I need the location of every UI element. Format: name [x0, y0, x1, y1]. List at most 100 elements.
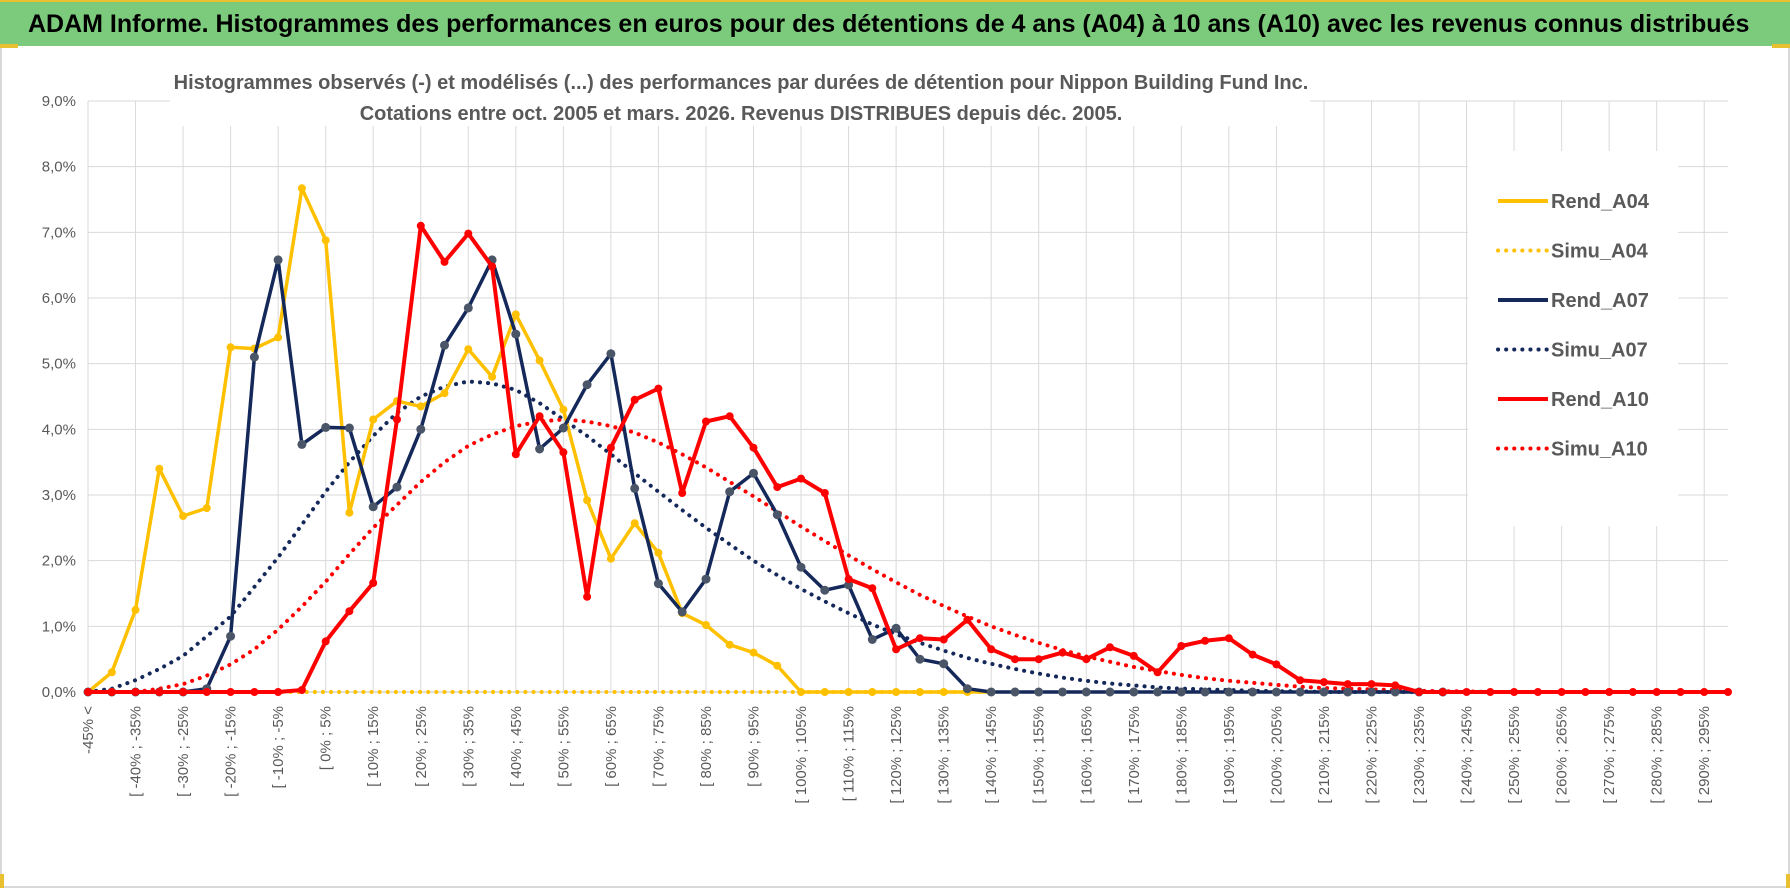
rend-a10-point [297, 686, 306, 694]
x-tick-label: [ 260% ; 265% [1554, 706, 1571, 804]
rend-a07-point [1390, 687, 1400, 697]
rend-a10-point [583, 592, 592, 601]
rend-a04-point [773, 661, 782, 670]
rend-a07-point [962, 684, 972, 694]
rend-a07-point [321, 422, 331, 432]
rend-a04-point [202, 504, 211, 513]
y-tick-label: 2,0% [42, 553, 76, 570]
rend-a07-point [820, 585, 830, 595]
x-tick-label: -45% < [80, 706, 97, 754]
rend-a10-point [1129, 651, 1138, 660]
y-tick-label: 4,0% [42, 421, 76, 438]
rend-a10-point [773, 483, 782, 492]
rend-a10-point [1224, 634, 1233, 643]
y-tick-label: 8,0% [42, 159, 76, 176]
x-tick-label: [ -20% ; -15% [223, 706, 240, 797]
legend-label-rend-a07: Rend_A07 [1551, 290, 1649, 312]
rend-a04-point [131, 605, 140, 614]
rend-a10-point [1367, 680, 1376, 689]
rend-a10-point [987, 645, 996, 654]
rend-a10-point [345, 607, 354, 616]
rend-a10-line [86, 223, 1730, 694]
rend-a10-point [464, 229, 473, 238]
rend-a04-point [797, 688, 805, 696]
x-tick-label: [ 110% ; 115% [841, 706, 858, 801]
rend-a04-point [844, 688, 853, 696]
rend-a10-point [1652, 688, 1661, 696]
rend-a10-point [1106, 643, 1114, 652]
rend-a10-point [868, 584, 877, 593]
rend-a10-point [1011, 655, 1019, 664]
rend-a10-point [1034, 655, 1043, 664]
simu-a07-line [86, 379, 1730, 694]
rend-a07-point [677, 607, 687, 617]
series-layer [83, 184, 1732, 697]
rend-a10-point [1272, 660, 1281, 669]
rend-a10-point [939, 635, 948, 644]
x-tick-label: [ 240% ; 245% [1459, 706, 1476, 804]
rend-a07-point [511, 329, 521, 339]
rend-a07-point [725, 487, 735, 497]
rend-a04-point [939, 688, 948, 696]
rend-a10-point [1319, 678, 1328, 687]
rend-a10-point [179, 688, 188, 696]
rend-a10-point [1415, 688, 1423, 696]
rend-a04-point [606, 554, 615, 563]
rend-a10-point [250, 688, 259, 696]
rend-a10-point [535, 412, 544, 421]
x-tick-label: [ 250% ; 255% [1506, 706, 1523, 804]
rend-a07-point [1343, 687, 1353, 697]
rend-a04-point [488, 372, 497, 381]
chart-title-line2: Cotations entre oct. 2005 et mars. 2026.… [360, 103, 1123, 125]
rend-a07-point [558, 423, 568, 433]
rend-a07-point [249, 352, 259, 362]
y-tick-label: 6,0% [42, 290, 76, 307]
rend-a10-point [131, 688, 140, 696]
chart-title-line1: Histogrammes observés (-) et modélisés (… [174, 72, 1309, 94]
rend-a10-point [1676, 688, 1685, 696]
legend-label-rend-a10: Rend_A10 [1551, 389, 1649, 411]
rend-a04-point [511, 310, 520, 319]
rend-a04-point [915, 688, 924, 696]
y-tick-label: 7,0% [42, 224, 76, 241]
rend-a04-point [702, 621, 710, 629]
rend-a10-point [1438, 688, 1447, 696]
rend-a04-point [274, 333, 283, 342]
rend-a04-point [820, 688, 829, 696]
rend-a07-point [939, 659, 949, 669]
y-axis-ticks: 0,0% 1,0% 2,0% 3,0% 4,0% 5,0% 6,0% 7,0% 8,0% 9,0% [42, 93, 76, 701]
rend-a10-point [1510, 688, 1519, 696]
rend-a04-point [440, 389, 449, 398]
rend-a10-point [511, 450, 520, 459]
rend-a04-point [155, 464, 164, 473]
rend-a10-point [107, 688, 116, 696]
x-tick-label: [ 0% ; 5% [318, 706, 335, 770]
rend-a07-point [1200, 687, 1210, 697]
rend-a07-point [701, 574, 711, 584]
x-tick-label: [ 20% ; 25% [413, 706, 430, 787]
rend-a07-point [772, 510, 782, 520]
corner-accent-bottom-right [1786, 874, 1790, 888]
rend-a10-point [702, 417, 710, 426]
rend-a07-point [749, 468, 758, 478]
rend-a07-point [392, 482, 402, 492]
x-tick-label: [ 130% ; 135% [936, 706, 953, 804]
title-background [170, 66, 1310, 126]
rend-a07-point [582, 380, 592, 390]
rend-a10-point [654, 384, 663, 393]
rend-a07-line [86, 258, 1445, 694]
rend-a07-point [368, 502, 378, 512]
rend-a04-point [345, 508, 354, 517]
rend-a07-point [1248, 687, 1258, 697]
x-tick-label: [ 190% ; 195% [1221, 706, 1238, 804]
rend-a10-point [1462, 688, 1471, 696]
rend-a07-point [1319, 687, 1329, 697]
rend-a04-point [416, 402, 425, 411]
rend-a07-point [1224, 687, 1234, 697]
corner-accent-right [1772, 44, 1790, 48]
rend-a10-point [559, 448, 568, 457]
rend-a07-point [986, 687, 996, 697]
y-tick-label: 1,0% [42, 618, 76, 635]
legend-label-rend-a04: Rend_A04 [1551, 191, 1650, 213]
x-tick-label: [ -10% ; -5% [270, 706, 287, 789]
